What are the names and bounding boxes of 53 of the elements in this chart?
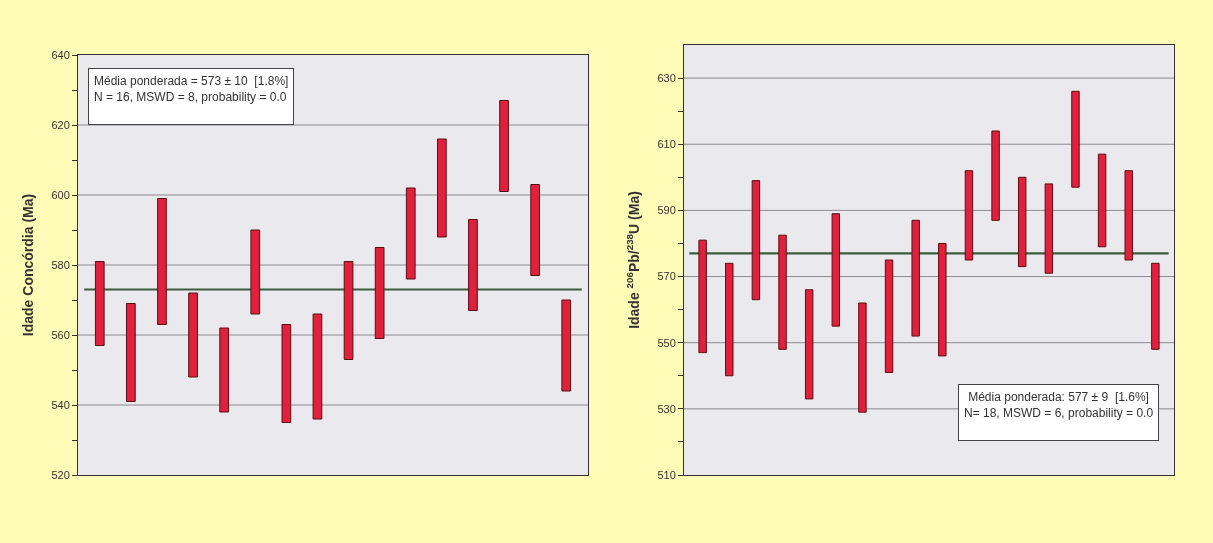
y-tick-label: 520 bbox=[51, 468, 70, 481]
bar bbox=[991, 130, 1000, 221]
bar bbox=[1044, 183, 1054, 274]
bar bbox=[1124, 170, 1133, 261]
bar bbox=[436, 138, 447, 238]
bar bbox=[831, 213, 841, 327]
y-tick-label: 540 bbox=[51, 398, 70, 411]
bar bbox=[1097, 153, 1107, 248]
bar bbox=[725, 262, 734, 377]
bar bbox=[911, 219, 920, 337]
y-tick-label: 580 bbox=[51, 258, 70, 271]
bar bbox=[1071, 90, 1080, 188]
bar bbox=[126, 303, 136, 402]
bar bbox=[312, 313, 323, 420]
y-tick-label: 610 bbox=[657, 138, 676, 151]
y-tick-label: 640 bbox=[51, 48, 70, 61]
bar bbox=[405, 187, 416, 280]
annotation: N = 16, MSWD = 8, probability = 0.0 bbox=[94, 89, 287, 104]
bar bbox=[858, 302, 867, 413]
y-tick-label: 630 bbox=[657, 71, 676, 84]
bar bbox=[343, 261, 354, 360]
annotation: Média ponderada: 577 ± 9 [1.6%] bbox=[968, 390, 1149, 404]
y-tick-label: 570 bbox=[657, 270, 676, 283]
bar bbox=[561, 299, 572, 392]
y-tick-label: 600 bbox=[51, 188, 70, 201]
bar bbox=[804, 289, 814, 400]
bar bbox=[374, 247, 385, 339]
annotation: Média ponderada = 573 ± 10 [1.8%] bbox=[94, 74, 289, 88]
bar bbox=[94, 261, 105, 346]
bar bbox=[938, 242, 947, 357]
bar bbox=[468, 219, 478, 311]
y-tick-label: 560 bbox=[51, 328, 70, 341]
bar bbox=[530, 184, 540, 276]
y-tick-label: 510 bbox=[657, 468, 676, 481]
bar bbox=[499, 100, 509, 192]
bar bbox=[1017, 176, 1027, 268]
bar bbox=[250, 229, 261, 315]
annotation: N= 18, MSWD = 6, probability = 0.0 bbox=[964, 405, 1154, 420]
y-tick-label: 590 bbox=[657, 204, 676, 217]
bar bbox=[751, 180, 761, 301]
bar bbox=[1151, 262, 1160, 350]
bar bbox=[884, 259, 894, 373]
bar bbox=[698, 239, 707, 354]
bar bbox=[964, 170, 974, 261]
y-axis-title: Idade Concórdia (Ma) bbox=[20, 193, 37, 337]
bar bbox=[188, 292, 198, 378]
bar bbox=[219, 327, 230, 413]
y-tick-label: 530 bbox=[657, 402, 676, 415]
bar bbox=[157, 198, 167, 325]
bar bbox=[281, 324, 292, 423]
y-tick-label: 620 bbox=[51, 118, 70, 131]
bar bbox=[778, 234, 787, 350]
y-tick-label: 550 bbox=[657, 336, 676, 349]
